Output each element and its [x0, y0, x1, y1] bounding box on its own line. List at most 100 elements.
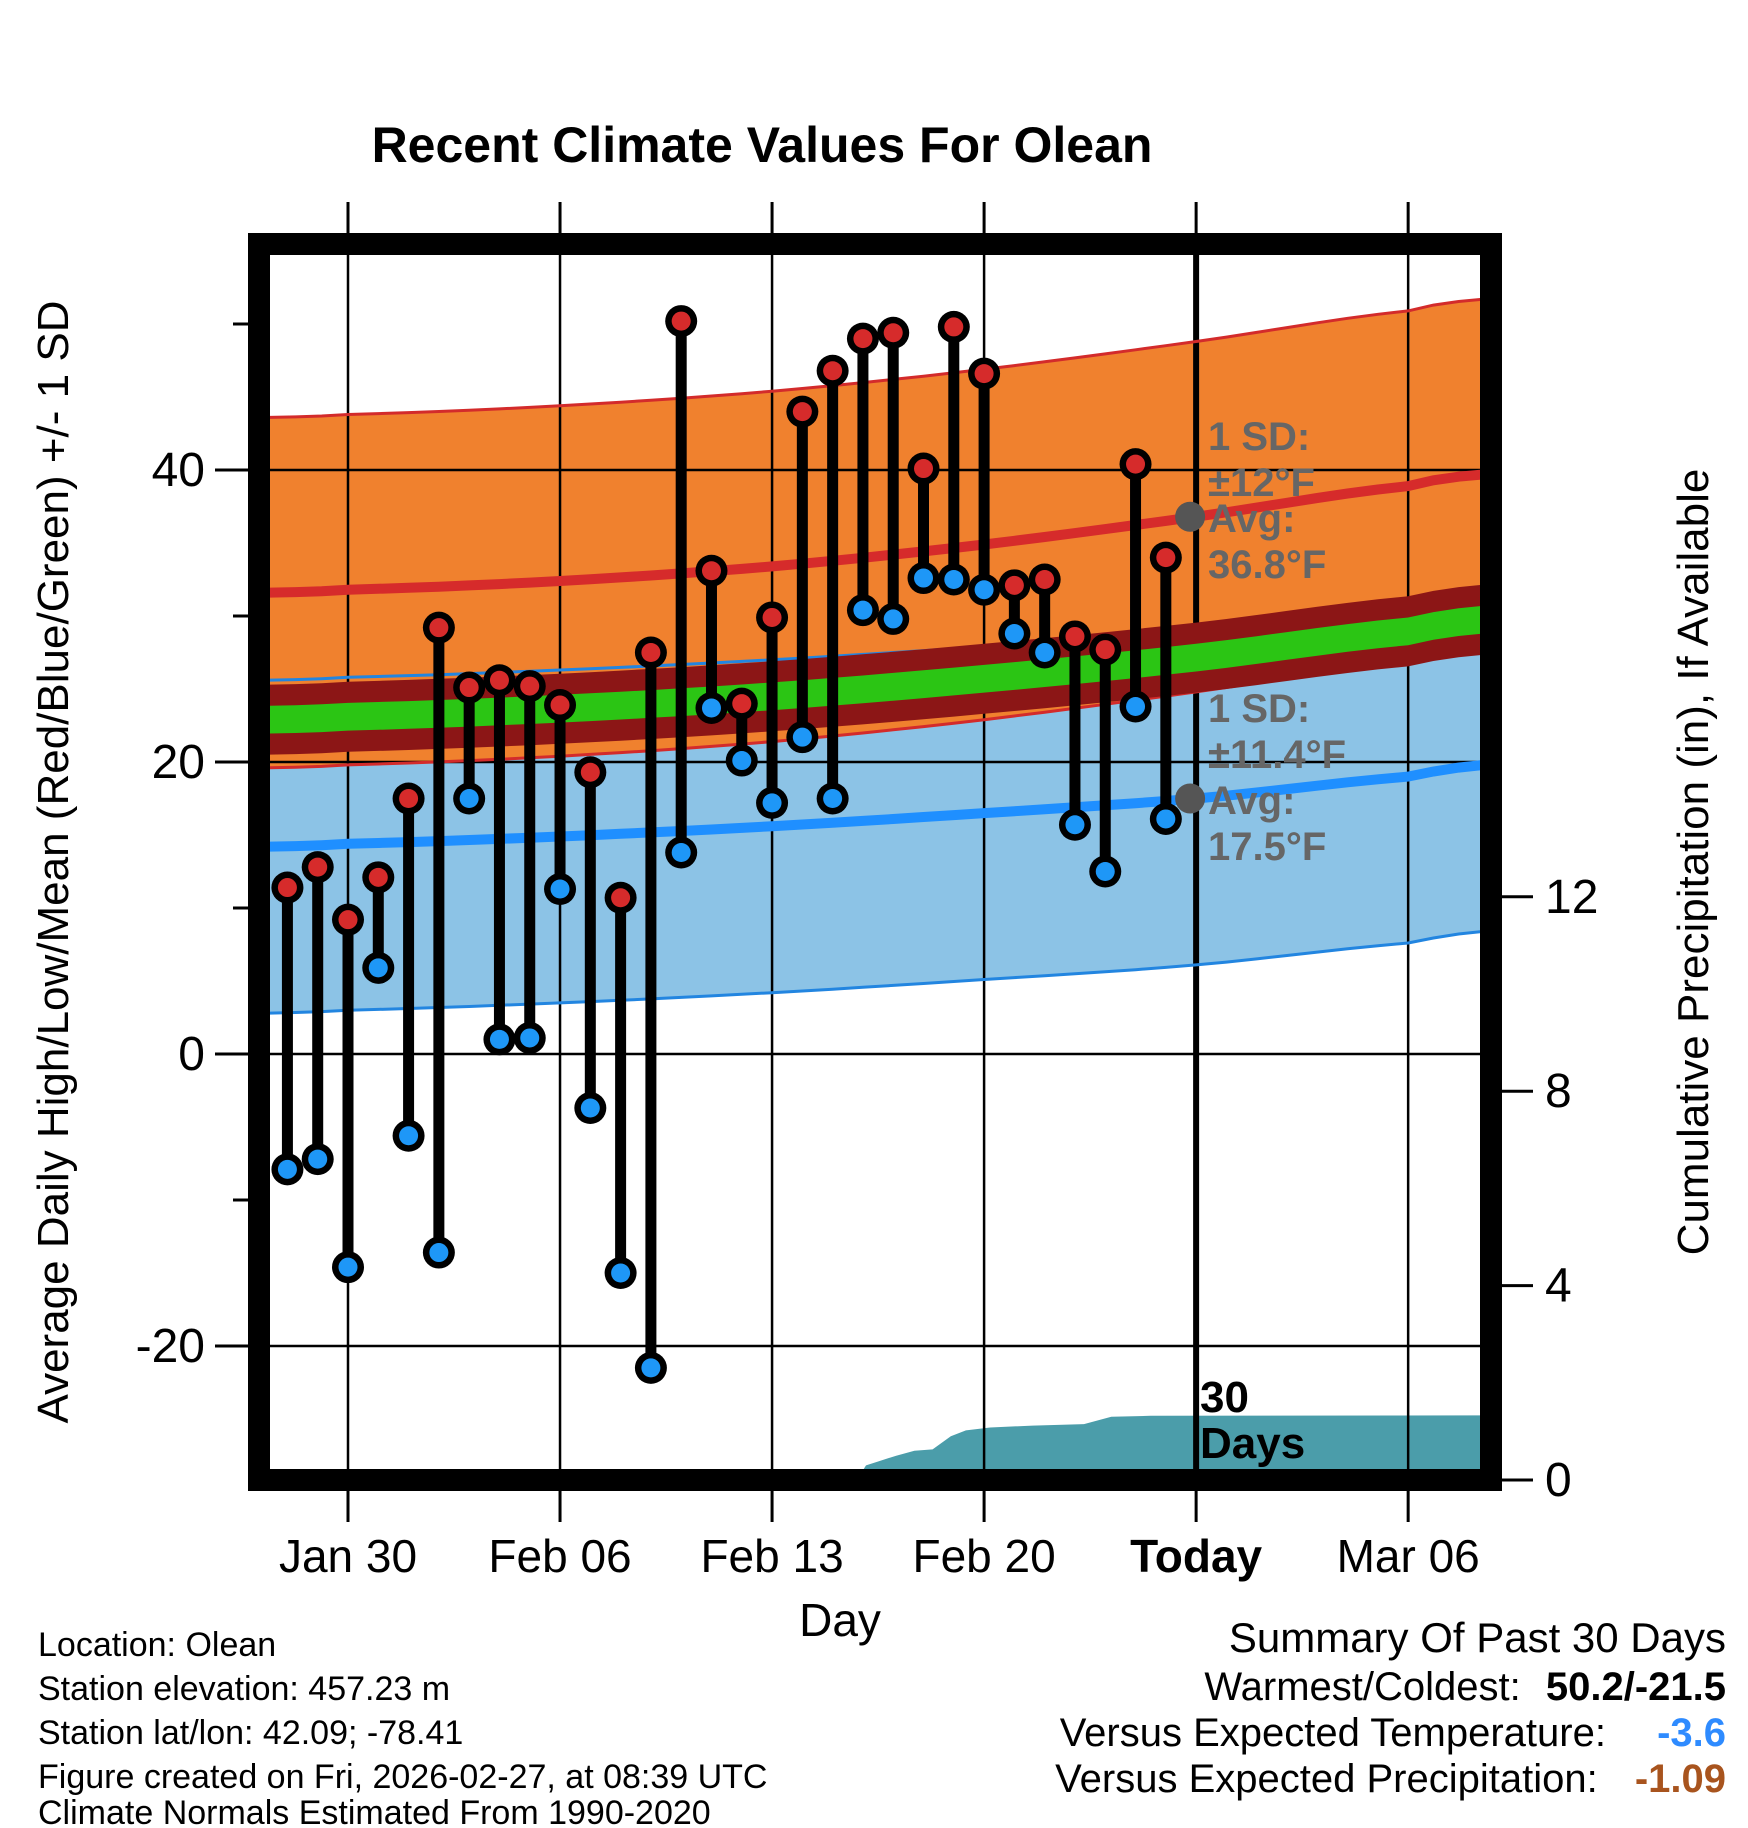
period-label-line2: Days [1200, 1419, 1305, 1468]
low-dot [701, 698, 721, 718]
x-tick-label-today: Today [1130, 1530, 1262, 1582]
footer-latlon: Station lat/lon: 42.09; -78.41 [38, 1714, 463, 1752]
y-left-tick-label-0: 0 [178, 1028, 205, 1081]
footer-elevation: Station elevation: 457.23 m [38, 1670, 450, 1708]
low-dot [611, 1263, 631, 1283]
day-feb-15 [816, 354, 849, 815]
high-dot [641, 643, 661, 662]
high-dot [1004, 575, 1024, 595]
high-dot [974, 364, 994, 384]
low-dot [1095, 862, 1115, 881]
low-dot [277, 1159, 297, 1179]
summary-warmest-coldest-value: 50.2/-21.5 [1546, 1665, 1726, 1709]
high-dot [1035, 570, 1055, 589]
day-jan-29 [301, 851, 334, 1176]
low-dot [974, 580, 994, 600]
low-dot [823, 789, 843, 808]
day-feb-20 [968, 357, 1001, 606]
day-feb-18 [907, 452, 940, 595]
avg-high-marker [1175, 501, 1206, 532]
x-tick-label-feb-20: Feb 20 [912, 1530, 1055, 1582]
summary-title: Summary Of Past 30 Days [1229, 1614, 1726, 1661]
low-sd-label: 1 SD: [1208, 687, 1310, 731]
day-feb-10 [665, 305, 698, 869]
summary-warmest-coldest: Warmest/Coldest: 50.2/-21.5 [1204, 1665, 1726, 1709]
low-avg-label: Avg: [1208, 779, 1295, 823]
day-feb-13 [756, 601, 789, 819]
day-feb-22 [1028, 563, 1061, 669]
day-feb-21 [998, 569, 1031, 650]
chart-title: Recent Climate Values For Olean [372, 117, 1153, 173]
high-dot [429, 618, 449, 638]
high-dot [944, 317, 964, 337]
avg-low-line [270, 760, 1480, 852]
day-feb-14 [786, 395, 819, 754]
low-dot [1065, 815, 1085, 835]
low-avg-value: 17.5°F [1208, 825, 1326, 869]
x-tick-label-feb-13: Feb 13 [700, 1530, 843, 1582]
footer-location: Location: Olean [38, 1626, 276, 1664]
high-dot [671, 311, 691, 331]
day-jan-28 [271, 871, 304, 1186]
high-dot [277, 878, 297, 898]
daily-observations [271, 305, 1182, 1384]
y-right-tick-label-12: 12 [1545, 871, 1598, 924]
day-feb-04 [483, 664, 516, 1056]
high-dot [338, 910, 358, 930]
avg-low-marker [1175, 783, 1206, 814]
high-sd-value: ±12°F [1208, 461, 1315, 505]
x-tick-label-jan-30: Jan 30 [279, 1530, 417, 1582]
low-dot [1156, 809, 1176, 829]
y-right-tick-label-4: 4 [1545, 1260, 1572, 1313]
high-avg-label: Avg: [1208, 497, 1295, 541]
day-feb-16 [846, 322, 879, 627]
low-dot [641, 1358, 661, 1378]
summary-vs-temperature-value: -3.6 [1657, 1711, 1726, 1755]
high-dot [520, 676, 540, 696]
y-left-tick-label-40: 40 [152, 444, 205, 497]
low-dot [368, 958, 388, 978]
day-feb-11 [695, 554, 728, 724]
y-right-tick-label-8: 8 [1545, 1065, 1572, 1118]
high-dot [489, 670, 509, 690]
day-feb-08 [604, 881, 637, 1289]
low-dot [853, 600, 873, 620]
day-feb-23 [1058, 620, 1091, 841]
y-right-tick-label-0: 0 [1545, 1454, 1572, 1507]
high-dot [550, 695, 570, 715]
low-dot [883, 609, 903, 629]
y-right-axis-label: Cumulative Precipitation (in), If Availa… [1669, 469, 1718, 1256]
low-dot [1035, 643, 1055, 662]
low-dot [580, 1098, 600, 1118]
high-dot [1095, 640, 1115, 660]
x-tick-label-feb-06: Feb 06 [488, 1530, 631, 1582]
cumulative-precip-area [863, 1415, 1480, 1469]
day-feb-12 [725, 687, 758, 777]
period-label-line1: 30 [1200, 1373, 1249, 1422]
y-left-axis-label: Average Daily High/Low/Mean (Red/Blue/Gr… [29, 301, 78, 1424]
high-dot [399, 789, 419, 808]
day-jan-30 [332, 903, 364, 1284]
high-dot [368, 867, 388, 887]
day-feb-17 [877, 316, 910, 635]
x-tick-label-mar-06: Mar 06 [1337, 1530, 1480, 1582]
low-dot [944, 570, 964, 589]
high-dot [883, 323, 903, 343]
day-feb-02 [422, 611, 455, 1269]
day-feb-05 [513, 670, 546, 1054]
low-dot [308, 1149, 328, 1169]
day-feb-09 [634, 636, 667, 1384]
low-dot [489, 1029, 509, 1049]
summary-vs-temperature-label: Versus Expected Temperature: [1060, 1711, 1606, 1755]
high-dot [308, 857, 328, 877]
high-dot [762, 607, 782, 627]
low-dot [671, 843, 691, 863]
y-left-tick-label--20: -20 [136, 1320, 205, 1373]
high-dot [611, 888, 631, 908]
high-dot [1065, 626, 1085, 646]
high-dot [701, 561, 721, 581]
plot-border [248, 233, 1502, 1491]
